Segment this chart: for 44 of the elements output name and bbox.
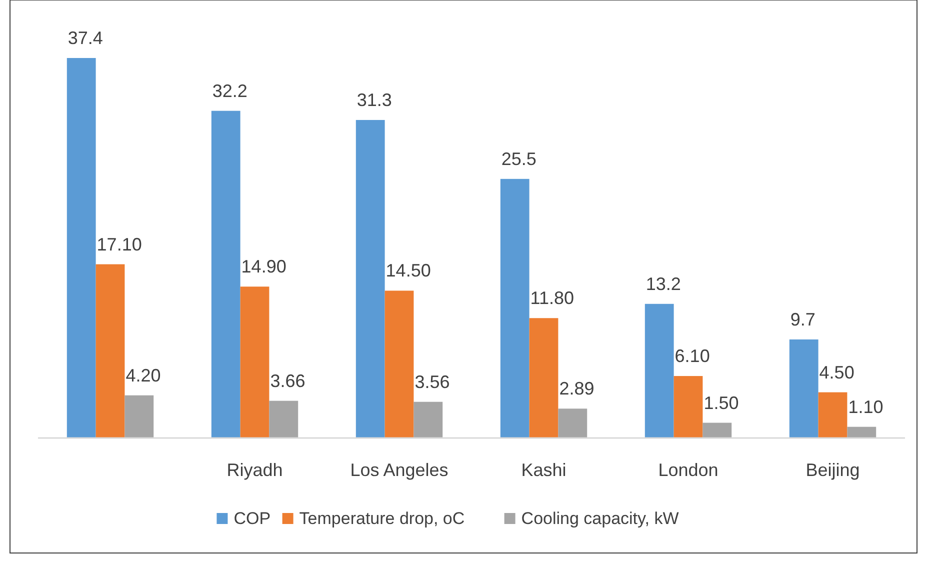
bar: [847, 426, 876, 438]
bar: [558, 408, 588, 438]
bar: [644, 304, 674, 438]
data-label: 2.89: [559, 378, 594, 399]
data-label: 25.5: [501, 148, 536, 169]
bar: [124, 395, 154, 438]
data-label: 37.4: [68, 28, 103, 48]
bar: [211, 110, 240, 438]
data-label: 1.50: [704, 392, 739, 413]
bar: [818, 392, 848, 438]
bar: [96, 264, 125, 438]
data-label: 13.2: [646, 274, 681, 294]
bar: [529, 318, 558, 438]
bar: [414, 402, 443, 438]
x-tick-label: Beijing: [806, 460, 860, 480]
bar: [674, 376, 703, 438]
x-tick-label: Riyadh: [226, 460, 283, 480]
bar: [384, 290, 414, 438]
data-label: 32.2: [212, 80, 248, 101]
data-label: 14.90: [241, 256, 286, 277]
data-label: 3.56: [414, 372, 450, 392]
legend-label: Temperature drop, oC: [299, 509, 465, 528]
bar: [356, 120, 385, 438]
bar: [66, 58, 96, 438]
data-label: 6.10: [674, 346, 710, 366]
data-label: 17.10: [96, 234, 142, 254]
x-tick-label: London: [658, 460, 718, 480]
bar: [789, 339, 818, 438]
legend-label: Cooling capacity, kW: [521, 509, 679, 528]
data-label: 31.3: [356, 90, 392, 110]
data-label: 9.7: [790, 309, 816, 330]
data-label: 11.80: [530, 288, 574, 308]
legend-label: COP: [234, 509, 271, 528]
data-label: 4.50: [819, 362, 854, 382]
data-label: 14.50: [386, 260, 431, 281]
bar: [500, 178, 530, 438]
bar: [702, 422, 732, 438]
bar: [269, 400, 298, 438]
x-tick-label: Los Angeles: [350, 460, 448, 480]
data-label: 4.20: [126, 365, 161, 386]
data-label: 3.66: [270, 370, 306, 391]
x-tick-label: Kashi: [521, 460, 566, 480]
data-label: 1.10: [848, 396, 884, 417]
bar: [240, 286, 270, 438]
